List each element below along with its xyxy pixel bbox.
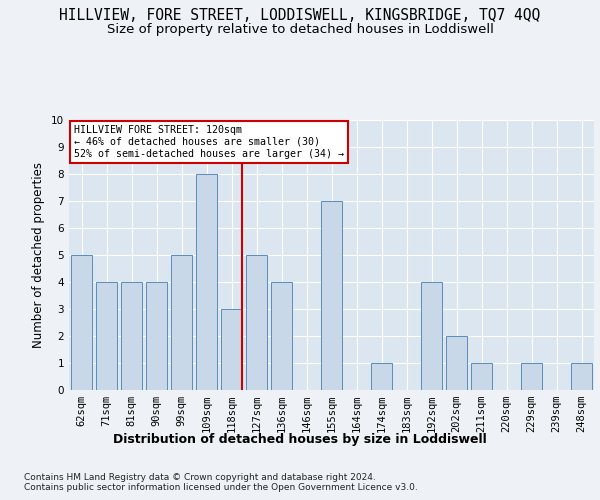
Bar <box>521 363 542 390</box>
Bar <box>146 282 167 390</box>
Bar <box>196 174 217 390</box>
Text: HILLVIEW, FORE STREET, LODDISWELL, KINGSBRIDGE, TQ7 4QQ: HILLVIEW, FORE STREET, LODDISWELL, KINGS… <box>59 8 541 22</box>
Bar <box>571 363 592 390</box>
Bar <box>246 255 267 390</box>
Bar <box>171 255 192 390</box>
Bar <box>371 363 392 390</box>
Bar <box>96 282 117 390</box>
Y-axis label: Number of detached properties: Number of detached properties <box>32 162 46 348</box>
Bar <box>71 255 92 390</box>
Bar <box>121 282 142 390</box>
Bar <box>471 363 492 390</box>
Bar <box>321 201 342 390</box>
Bar <box>271 282 292 390</box>
Bar <box>421 282 442 390</box>
Bar <box>221 309 242 390</box>
Text: Size of property relative to detached houses in Loddiswell: Size of property relative to detached ho… <box>107 22 493 36</box>
Text: HILLVIEW FORE STREET: 120sqm
← 46% of detached houses are smaller (30)
52% of se: HILLVIEW FORE STREET: 120sqm ← 46% of de… <box>74 126 344 158</box>
Bar <box>446 336 467 390</box>
Text: Contains HM Land Registry data © Crown copyright and database right 2024.
Contai: Contains HM Land Registry data © Crown c… <box>24 472 418 492</box>
Text: Distribution of detached houses by size in Loddiswell: Distribution of detached houses by size … <box>113 432 487 446</box>
